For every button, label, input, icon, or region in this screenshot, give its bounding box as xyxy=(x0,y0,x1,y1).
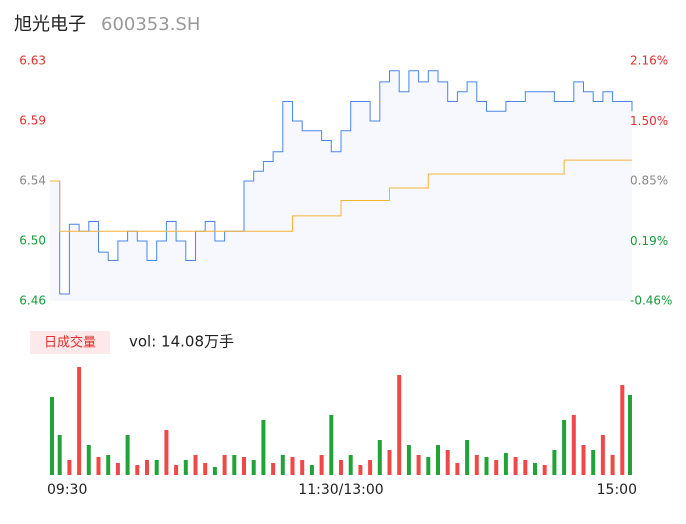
volume-bar xyxy=(455,463,460,475)
volume-bar xyxy=(319,455,324,475)
volume-bar xyxy=(533,463,537,475)
volume-bar xyxy=(358,465,363,475)
volume-bar xyxy=(610,455,615,475)
volume-text: vol: 14.08万手 xyxy=(129,333,234,351)
volume-bar xyxy=(242,457,246,475)
y-tick-label: 6.63 xyxy=(19,54,46,68)
volume-bar xyxy=(465,440,470,475)
y-tick-label: 6.50 xyxy=(19,234,46,248)
volume-bar xyxy=(115,463,120,475)
volume-bar xyxy=(397,375,402,475)
volume-bar xyxy=(348,455,353,475)
volume-bar xyxy=(368,460,373,475)
volume-bar xyxy=(300,460,305,475)
y-tick-label: 6.54 xyxy=(19,174,46,188)
volume-bar xyxy=(339,460,343,475)
volume-bar xyxy=(406,445,411,475)
volume-bar xyxy=(620,385,625,475)
volume-label-bg xyxy=(30,331,110,354)
volume-bar xyxy=(96,457,101,475)
volume-bar xyxy=(57,435,62,475)
y2-tick-label: 1.50% xyxy=(630,114,668,128)
volume-bar xyxy=(591,450,596,475)
x-tick-label: 11:30/13:00 xyxy=(298,482,383,498)
volume-bar xyxy=(125,435,130,475)
volume-bar xyxy=(174,465,179,475)
volume-bar xyxy=(484,457,489,475)
volume-bar xyxy=(67,460,72,475)
volume-bar xyxy=(416,455,421,475)
volume-bar xyxy=(503,453,508,475)
volume-label: 日成交量 xyxy=(44,335,96,351)
volume-bar xyxy=(154,460,159,475)
volume-bar xyxy=(329,415,334,475)
volume-bar xyxy=(436,445,440,475)
volume-bar xyxy=(377,440,382,475)
volume-bar xyxy=(387,450,392,475)
y2-tick-label: -0.46% xyxy=(630,294,672,308)
volume-bar xyxy=(251,460,256,475)
volume-bar xyxy=(445,450,450,475)
volume-bar xyxy=(581,445,586,475)
volume-bar xyxy=(193,455,198,475)
chart-title: 旭光电子 xyxy=(14,14,86,35)
volume-bar xyxy=(145,460,149,475)
volume-bar xyxy=(280,455,285,475)
volume-bar xyxy=(183,460,188,475)
volume-bar xyxy=(474,455,479,475)
chart-subtitle: 600353.SH xyxy=(101,14,200,35)
y2-tick-label: 2.16% xyxy=(630,54,668,68)
average-line xyxy=(50,159,632,232)
volume-bar xyxy=(77,367,82,475)
x-tick-label: 09:30 xyxy=(47,482,87,498)
volume-bar xyxy=(135,465,140,475)
volume-bar xyxy=(261,420,266,475)
volume-bar xyxy=(426,457,431,475)
volume-bar xyxy=(203,463,208,475)
volume-bar xyxy=(222,455,227,475)
volume-bar xyxy=(494,460,499,475)
y-tick-label: 6.59 xyxy=(19,114,46,128)
volume-bar xyxy=(523,460,528,475)
volume-bar xyxy=(290,457,295,475)
volume-bar xyxy=(562,420,567,475)
volume-bar xyxy=(552,450,557,475)
volume-bar xyxy=(309,465,314,475)
y2-tick-label: 0.19% xyxy=(630,234,668,248)
volume-bar xyxy=(212,467,217,475)
price-area xyxy=(50,70,632,301)
volume-bar xyxy=(600,435,605,475)
price-line xyxy=(50,70,633,295)
volume-bar xyxy=(571,415,576,475)
volume-bar xyxy=(271,463,276,475)
volume-bar xyxy=(232,455,237,475)
volume-bar xyxy=(106,455,111,475)
y2-tick-label: 0.85% xyxy=(630,174,668,188)
volume-bar xyxy=(513,457,518,475)
volume-bar xyxy=(628,395,632,475)
volume-bar xyxy=(164,430,169,475)
y-tick-label: 6.46 xyxy=(19,294,46,308)
volume-bar xyxy=(86,445,91,475)
x-tick-label: 15:00 xyxy=(597,482,637,498)
volume-bar xyxy=(542,465,547,475)
volume-bar xyxy=(50,397,54,475)
